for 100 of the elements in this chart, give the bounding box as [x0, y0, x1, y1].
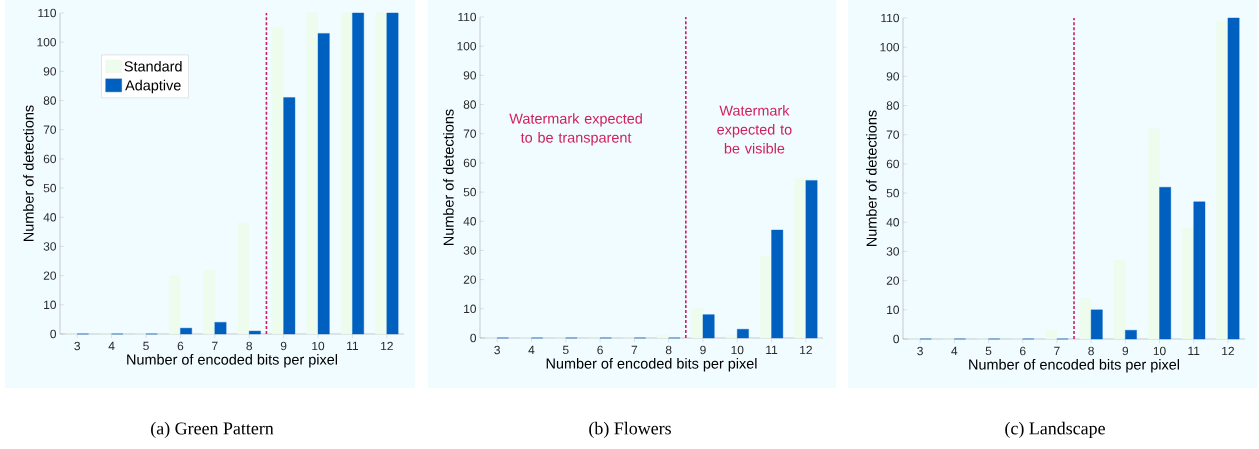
y-tick-label: 80	[886, 101, 900, 110]
y-tick-label: 50	[463, 187, 477, 197]
bar	[794, 177, 807, 339]
x-tick-label: 12	[800, 345, 812, 355]
bar	[340, 12, 353, 335]
bar	[272, 27, 284, 335]
annotation: Watermark expected to be visible	[717, 105, 792, 154]
x-tick-label: 6	[597, 345, 603, 355]
bar	[317, 33, 330, 335]
y-tick-label: 100	[880, 42, 900, 52]
x-tick-label: 4	[108, 341, 115, 350]
bar	[1182, 227, 1194, 340]
bar	[1079, 297, 1092, 340]
bar	[657, 334, 669, 339]
x-tick-label: 4	[528, 345, 535, 354]
x-tick-label: 12	[1222, 346, 1234, 356]
x-tick-label: 9	[700, 345, 706, 355]
bar	[375, 12, 388, 335]
annotation: Watermark expected to be transparent	[509, 113, 642, 146]
x-tick-label: 7	[1054, 346, 1060, 355]
bar	[352, 12, 364, 335]
x-tick-label: 3	[494, 345, 500, 355]
y-axis-title: Number of detections	[443, 109, 454, 245]
y-tick-label: 20	[463, 275, 477, 284]
x-tick-label: 8	[246, 341, 253, 351]
y-tick-label: 110	[38, 8, 57, 18]
x-tick-label: 10	[312, 341, 325, 351]
y-tick-label: 30	[886, 247, 900, 256]
y-tick-label: 30	[43, 242, 57, 251]
y-tick-label: 80	[43, 96, 57, 105]
y-tick-label: 70	[43, 125, 57, 134]
x-tick-label: 4	[951, 346, 958, 355]
x-tick-label: 11	[347, 341, 359, 350]
text: (c) Landscape	[1005, 421, 1105, 439]
bar	[1216, 20, 1229, 340]
y-tick-label: 0	[470, 333, 477, 343]
y-tick-label: 70	[463, 129, 477, 138]
bar	[805, 180, 818, 339]
bar	[760, 256, 772, 339]
x-tick-label: 11	[1188, 346, 1200, 355]
bar	[691, 308, 704, 339]
x-tick-label: 12	[381, 341, 393, 351]
x-tick-label: 5	[143, 341, 149, 351]
bar	[1090, 309, 1103, 340]
y-tick-label: 70	[886, 130, 900, 139]
bar	[249, 330, 261, 335]
bar	[1227, 17, 1240, 340]
legend-label: Adaptive	[125, 79, 181, 94]
text: (a) Green Pattern	[151, 421, 274, 439]
bar	[283, 97, 296, 335]
y-tick-label: 90	[463, 71, 477, 80]
y-tick-label: 60	[886, 159, 900, 169]
y-tick-label: 10	[464, 304, 477, 314]
y-tick-label: 10	[44, 300, 57, 310]
y-tick-label: 40	[886, 218, 900, 227]
legend-label: Standard	[124, 60, 182, 72]
bar	[168, 275, 181, 335]
bar	[203, 269, 216, 335]
bar	[702, 314, 715, 339]
bar	[737, 329, 749, 339]
x-tick-label: 5	[562, 345, 569, 355]
x-axis-title: Number of encoded bits per pixel	[127, 354, 338, 368]
y-tick-label: 80	[463, 100, 477, 109]
x-tick-label: 11	[766, 345, 778, 354]
bar	[1045, 330, 1058, 340]
bar	[771, 229, 784, 339]
y-tick-label: 90	[886, 72, 900, 81]
x-tick-label: 7	[212, 341, 218, 350]
bar	[214, 322, 227, 335]
y-tick-label: 100	[457, 41, 477, 51]
bar	[1193, 201, 1206, 340]
x-tick-label: 3	[74, 341, 81, 351]
x-tick-label: 7	[631, 345, 638, 354]
y-tick-label: 110	[458, 12, 477, 22]
x-axis-title: Number of encoded bits per pixel	[969, 359, 1180, 373]
x-tick-label: 6	[1020, 346, 1026, 356]
y-tick-label: 10	[887, 305, 900, 315]
bar	[1148, 128, 1160, 340]
x-tick-label: 10	[1153, 346, 1166, 356]
y-tick-label: 30	[463, 246, 477, 255]
x-axis-title: Number of encoded bits per pixel	[546, 358, 757, 372]
y-tick-label: 50	[886, 188, 900, 198]
y-tick-label: 110	[881, 13, 900, 23]
bar	[386, 12, 399, 335]
bar	[237, 222, 250, 335]
bar	[1113, 260, 1126, 340]
x-tick-label: 9	[1122, 346, 1129, 356]
x-tick-label: 5	[985, 346, 992, 356]
bar	[1125, 330, 1137, 340]
x-tick-label: 6	[177, 341, 184, 351]
y-tick-label: 60	[463, 158, 477, 168]
bar	[306, 12, 319, 335]
y-tick-label: 100	[37, 37, 57, 47]
x-tick-label: 8	[1088, 346, 1094, 356]
y-tick-label: 60	[43, 154, 57, 164]
y-tick-label: 0	[50, 329, 57, 339]
y-tick-label: 50	[43, 183, 57, 193]
x-tick-label: 8	[665, 345, 672, 355]
y-tick-label: 90	[43, 67, 57, 76]
y-tick-label: 0	[893, 334, 900, 344]
